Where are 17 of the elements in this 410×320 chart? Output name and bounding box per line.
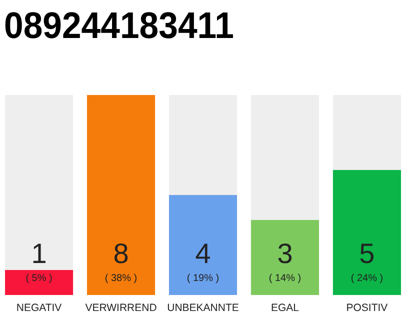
x-tick-label: VERWIRREND (85, 302, 158, 314)
annotation: ( 19% ) (186, 273, 220, 284)
x-tick-label: EGAL (270, 302, 300, 314)
annotation: ( 24% ) (350, 273, 384, 284)
data-label: 1 (31, 238, 47, 269)
bar (5, 270, 74, 295)
x-tick-label: POSITIV (346, 302, 388, 314)
x-tick-label: UNBEKANNTE (167, 302, 239, 314)
data-label: 8 (113, 238, 129, 269)
x-tick-label: NEGATIV (16, 302, 62, 314)
data-label: 4 (195, 238, 211, 269)
chart-title: 089244183411 (4, 5, 249, 46)
annotation: ( 14% ) (268, 273, 302, 284)
data-label: 3 (277, 238, 293, 269)
data-label: 5 (359, 238, 375, 269)
annotation: ( 5% ) (26, 273, 52, 284)
annotation: ( 38% ) (104, 273, 138, 284)
